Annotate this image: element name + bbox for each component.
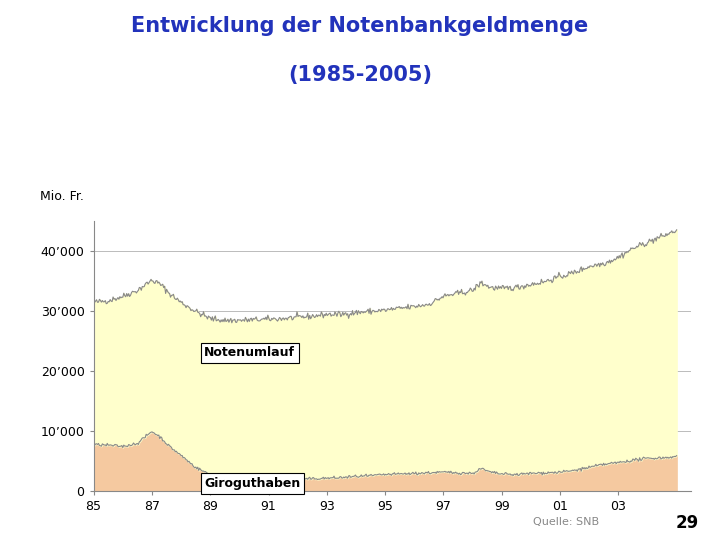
Text: (1985-2005): (1985-2005) — [288, 65, 432, 85]
Text: Mio. Fr.: Mio. Fr. — [40, 190, 84, 202]
Text: Entwicklung der Notenbankgeldmenge: Entwicklung der Notenbankgeldmenge — [131, 16, 589, 36]
Text: Giroguthaben: Giroguthaben — [204, 477, 301, 490]
Text: Quelle: SNB: Quelle: SNB — [533, 516, 599, 526]
Text: 29: 29 — [675, 514, 698, 532]
Text: Notenumlauf: Notenumlauf — [204, 346, 295, 360]
